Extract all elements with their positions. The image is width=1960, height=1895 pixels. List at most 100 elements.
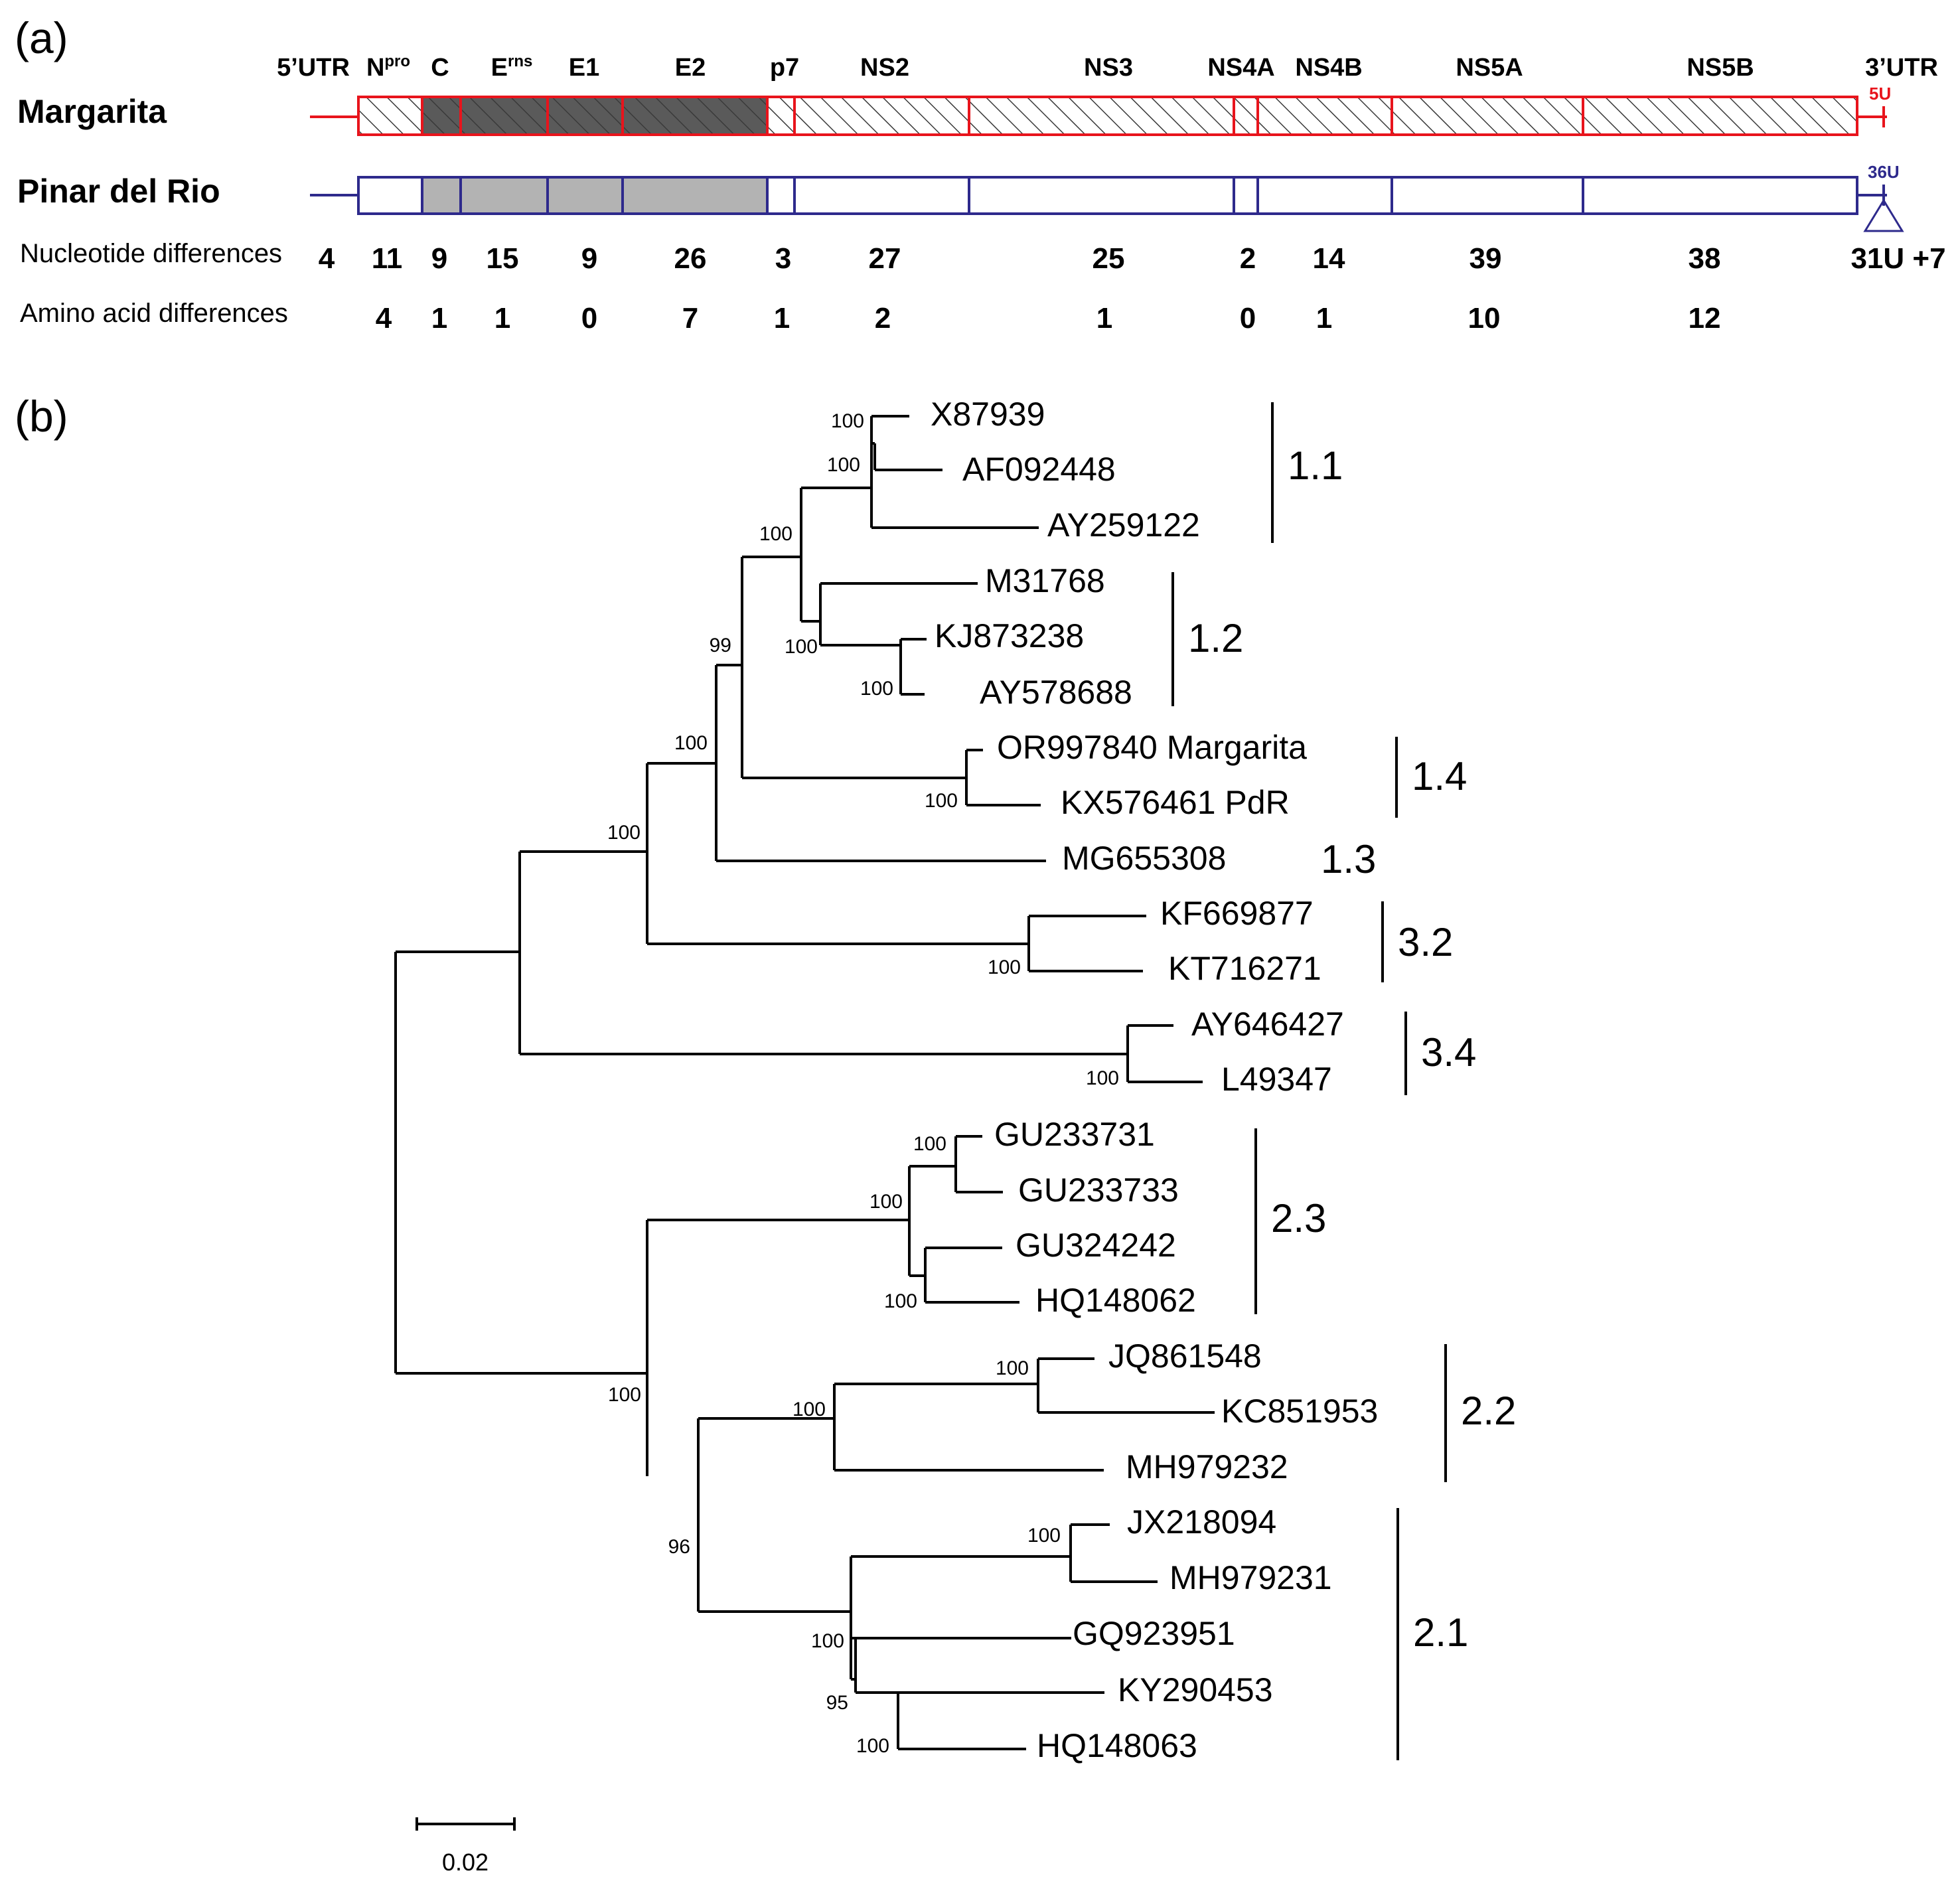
tree-branch-root — [394, 950, 520, 1373]
nt-diff-value: 27 — [869, 242, 901, 275]
taxon-label: AF092448 — [962, 451, 1116, 488]
taxon-label: HQ148063 — [1037, 1727, 1197, 1764]
region-label-erns: Erns — [491, 52, 533, 82]
tree-taxa: X87939 AF092448 AY259122 M31768 KJ873238… — [931, 396, 1378, 1764]
taxon-label: KC851953 — [1221, 1393, 1378, 1430]
taxon-label: MH979231 — [1169, 1559, 1332, 1596]
margarita-genome: 5U — [310, 84, 1891, 136]
region-label-e1: E1 — [569, 54, 599, 82]
region-label-ns3: NS3 — [1084, 54, 1133, 82]
bootstrap-value: 100 — [869, 1191, 903, 1213]
region-label-ns4b: NS4B — [1295, 54, 1362, 82]
bootstrap-value: 100 — [827, 454, 860, 476]
taxon-label: JQ861548 — [1108, 1337, 1262, 1375]
tree-branch-clade-2-3 — [646, 1135, 1019, 1476]
taxon-label: AY646427 — [1191, 1006, 1344, 1043]
bootstrap-value: 100 — [831, 410, 864, 432]
region-label-npro: Npro — [366, 52, 410, 82]
tree-branch-clade-3-4 — [518, 850, 1203, 1083]
bootstrap-value: 100 — [996, 1357, 1029, 1379]
pinar-structural-fill — [422, 177, 767, 214]
aa-diff-value: 1 — [1316, 302, 1332, 335]
bootstrap-value: 100 — [925, 790, 958, 812]
tree-branch-clade-3-2 — [646, 762, 1146, 972]
aa-diff-value: 0 — [581, 302, 597, 335]
strain-label-pinar-del-rio: Pinar del Rio — [17, 173, 220, 210]
clade-label: 1.3 — [1321, 837, 1376, 881]
clade-annotations: 1.1 1.2 1.4 1.3 3.2 3.4 2.3 2.2 2.1 — [1171, 402, 1516, 1760]
pinar-region-dividers — [421, 177, 1584, 214]
aa-diff-value: 1 — [494, 302, 510, 335]
bootstrap-value: 100 — [860, 678, 893, 700]
bootstrap-value: 100 — [759, 523, 792, 545]
bootstrap-value: 100 — [1086, 1067, 1119, 1089]
region-label-ns4a: NS4A — [1207, 54, 1274, 82]
row-label-amino-acid: Amino acid differences — [20, 299, 288, 328]
bootstrap-value: 100 — [884, 1290, 917, 1312]
bootstrap-value: 100 — [792, 1399, 826, 1420]
insertion-triangle — [1863, 198, 1904, 232]
nt-diff-value: 2 — [1240, 242, 1256, 275]
clade-label: 2.2 — [1461, 1389, 1516, 1433]
pinar-3utr-label: 36U — [1868, 162, 1900, 182]
taxon-label: X87939 — [931, 396, 1045, 433]
tree-bootstrap-values: 100 100 100 99 100 100 100 100 100 100 1… — [607, 410, 1119, 1757]
taxon-label: OR997840 Margarita — [997, 729, 1307, 766]
bootstrap-value: 100 — [988, 956, 1021, 978]
bootstrap-value: 100 — [608, 1384, 641, 1406]
clade-label: 1.4 — [1412, 754, 1467, 798]
margarita-region-dividers — [421, 97, 1584, 135]
region-label-ns5a: NS5A — [1456, 54, 1523, 82]
aa-diff-value: 0 — [1240, 302, 1256, 335]
region-label-5utr: 5’UTR — [277, 54, 350, 82]
region-label-3utr: 3’UTR — [1865, 54, 1938, 82]
clade-label: 1.2 — [1188, 616, 1243, 660]
taxon-label: JX218094 — [1127, 1503, 1276, 1541]
bootstrap-value: 100 — [674, 732, 708, 754]
nt-diff-value: 25 — [1093, 242, 1125, 275]
aa-diff-value: 4 — [376, 302, 392, 335]
nt-diff-value: 14 — [1313, 242, 1345, 275]
tree-branch-clade-1-1 — [870, 415, 1039, 529]
nt-diff-value: 3 — [775, 242, 791, 275]
region-label-p7: p7 — [770, 54, 799, 82]
taxon-label: KT716271 — [1168, 950, 1321, 987]
taxon-label: HQ148062 — [1035, 1282, 1196, 1319]
clade-label: 3.4 — [1421, 1030, 1476, 1075]
scale-bar-label: 0.02 — [442, 1849, 489, 1876]
taxon-label: L49347 — [1221, 1061, 1332, 1098]
taxon-label: KY290453 — [1118, 1671, 1273, 1708]
nt-diff-value: 11 — [372, 242, 403, 275]
aa-diff-value: 12 — [1689, 302, 1721, 335]
strain-label-margarita: Margarita — [17, 93, 167, 130]
tree-branch-clade-1-4 — [741, 556, 1041, 806]
row-label-nucleotide: Nucleotide differences — [20, 239, 282, 268]
bootstrap-value: 100 — [785, 636, 818, 658]
aa-diff-value: 2 — [875, 302, 891, 335]
nucleotide-difference-values: 4 11 9 15 9 26 3 27 25 2 14 39 38 31U +7 — [319, 242, 1946, 275]
aa-diff-value: 1 — [774, 302, 790, 335]
bootstrap-value: 99 — [710, 635, 731, 656]
taxon-label: GU324242 — [1016, 1227, 1176, 1264]
clade-label: 2.1 — [1413, 1610, 1468, 1655]
bootstrap-value: 100 — [913, 1133, 946, 1155]
taxon-label: MH979232 — [1126, 1448, 1288, 1485]
panel-b-label: (b) — [15, 392, 68, 441]
clade-label: 3.2 — [1398, 920, 1453, 964]
taxon-label: AY578688 — [980, 674, 1132, 711]
taxon-label: AY259122 — [1047, 506, 1200, 544]
region-label-c: C — [431, 54, 449, 82]
taxon-label: KJ873238 — [935, 617, 1084, 654]
margarita-3utr-label: 5U — [1869, 84, 1891, 104]
tree-branches — [394, 415, 1215, 1750]
taxon-label: KX576461 PdR — [1061, 784, 1290, 821]
nt-diff-value: 9 — [431, 242, 447, 275]
aa-diff-value: 7 — [682, 302, 698, 335]
nt-diff-value: 38 — [1689, 242, 1721, 275]
region-label-e2: E2 — [675, 54, 706, 82]
tree-branch-clade-2-2 — [697, 1357, 1215, 1612]
scale-bar: 0.02 — [415, 1817, 516, 1876]
nt-diff-value: 31U +7 — [1850, 242, 1945, 275]
margarita-structural-hatch — [422, 97, 767, 135]
